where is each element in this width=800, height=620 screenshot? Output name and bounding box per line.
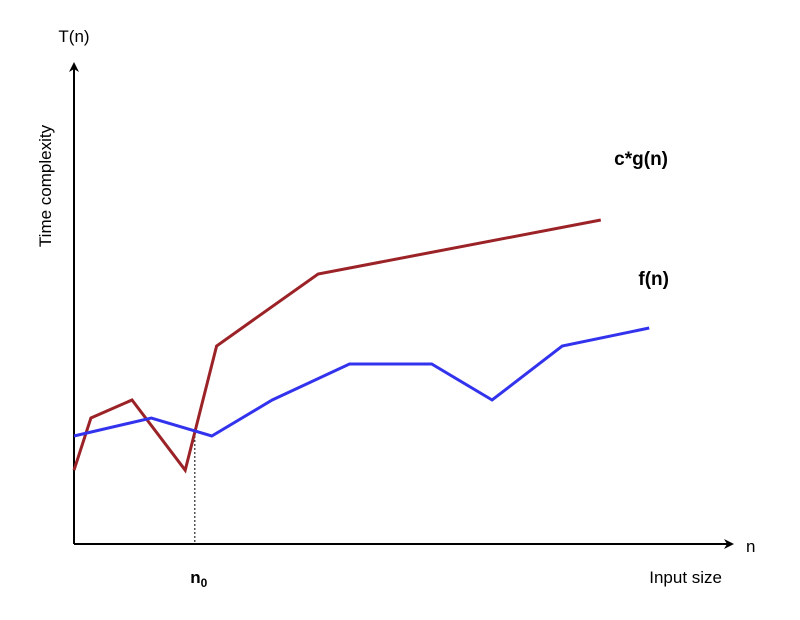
series-line-fn	[73, 326, 650, 438]
x-axis-symbol: n	[746, 537, 755, 556]
n0-label-base: n	[190, 568, 200, 587]
n0-label: n0	[190, 568, 207, 590]
series-label-fn: f(n)	[638, 269, 669, 290]
y-axis-symbol: T(n)	[58, 27, 89, 46]
x-axis-label: Input size	[649, 568, 722, 587]
series-layer	[72, 218, 650, 474]
y-axis-label: Time complexity	[36, 124, 55, 247]
axes	[69, 62, 734, 549]
n0-label-sub: 0	[201, 576, 208, 590]
series-label-cgn: c*g(n)	[614, 149, 668, 170]
series-line-cgn	[72, 218, 602, 474]
